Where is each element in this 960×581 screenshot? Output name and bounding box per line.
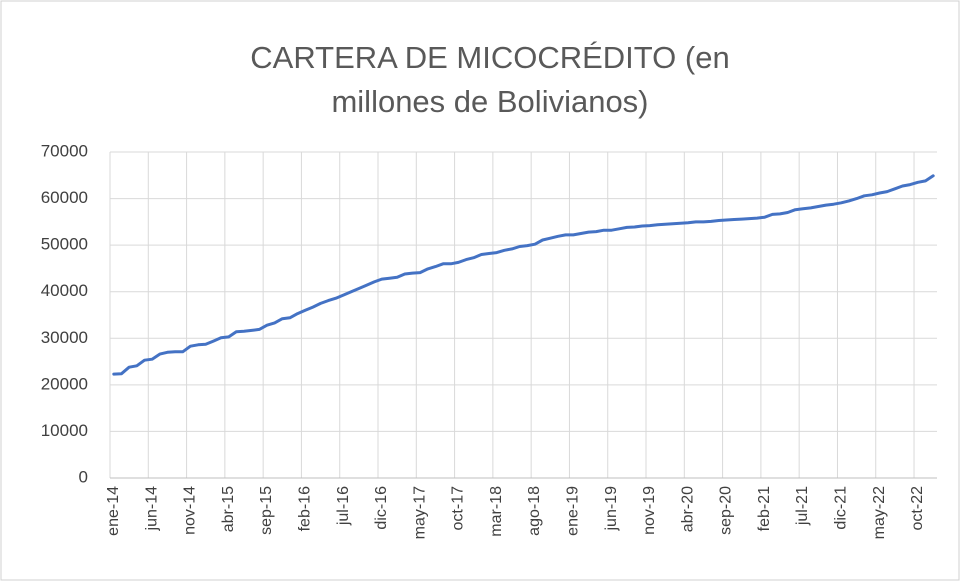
x-tick-label: feb-16 xyxy=(296,486,313,531)
y-tick-label: 10000 xyxy=(41,421,88,440)
line xyxy=(112,174,935,376)
y-tick-label: 20000 xyxy=(41,374,88,393)
x-tick-label: may-22 xyxy=(871,486,888,539)
x-tick-label: may-17 xyxy=(411,486,428,539)
x-tick-label: nov-19 xyxy=(641,486,658,535)
y-tick-label: 60000 xyxy=(41,188,88,207)
y-tick-label: 40000 xyxy=(41,281,88,300)
x-tick-label: jul-21 xyxy=(794,486,811,526)
x-tick-label: dic-16 xyxy=(373,486,390,530)
x-tick-label: sep-15 xyxy=(258,486,275,535)
x-tick-label: jun-19 xyxy=(603,486,620,532)
x-tick-label: sep-20 xyxy=(718,486,735,535)
x-tick-label: abr-15 xyxy=(220,486,237,532)
x-tick-label: ene-14 xyxy=(105,486,122,536)
x-tick-label: dic-21 xyxy=(833,486,850,530)
x-tick-label: ago-18 xyxy=(526,486,543,536)
x-tick-label: feb-21 xyxy=(756,486,773,531)
y-tick-label: 50000 xyxy=(41,235,88,254)
x-tick-label: mar-18 xyxy=(488,486,505,537)
x-tick-label: oct-22 xyxy=(909,486,926,531)
chart-title: CARTERA DE MICOCRÉDITO (en millones de B… xyxy=(250,40,730,119)
x-tick-label: nov-14 xyxy=(182,486,199,535)
x-tick-label: oct-17 xyxy=(450,486,467,531)
x-tick-label: jul-16 xyxy=(335,486,352,526)
y-tick-label: 70000 xyxy=(41,141,88,160)
y-tick-label: 0 xyxy=(79,467,88,486)
x-tick-label: jun-14 xyxy=(143,486,160,532)
x-tick-label: ene-19 xyxy=(564,486,581,536)
y-tick-label: 30000 xyxy=(41,328,88,347)
x-tick-label: abr-20 xyxy=(679,486,696,532)
